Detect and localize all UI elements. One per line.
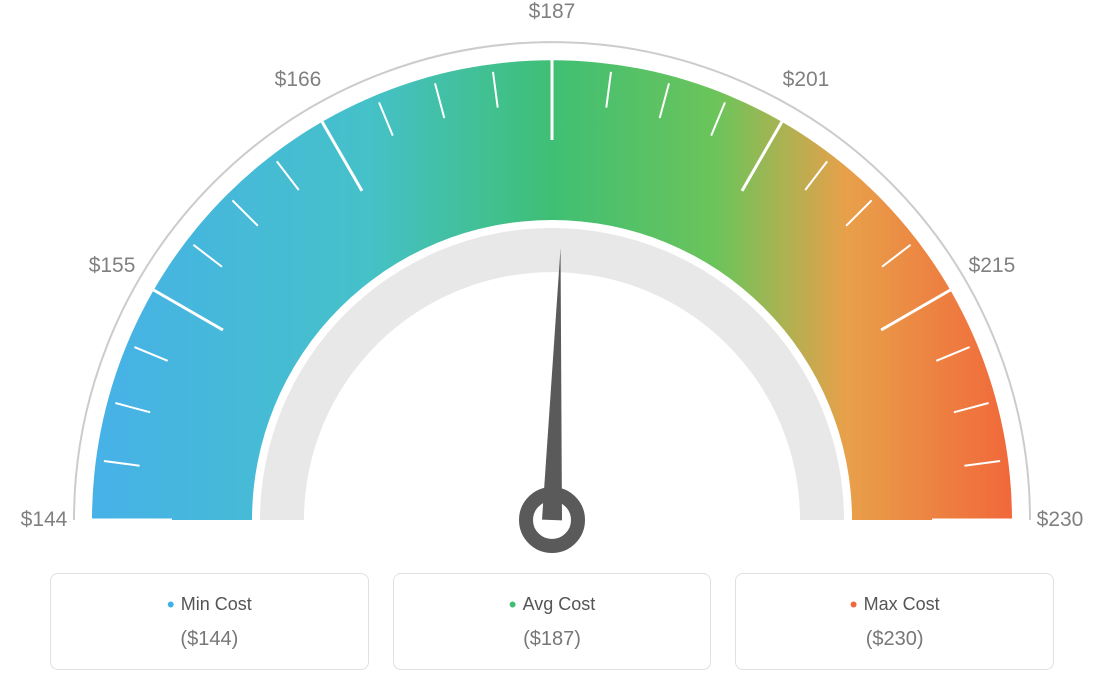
legend-value-max: ($230)	[748, 628, 1041, 651]
legend-card-avg: Avg Cost ($187)	[393, 573, 712, 670]
legend-row: Min Cost ($144) Avg Cost ($187) Max Cost…	[50, 573, 1054, 670]
cost-gauge-chart: $144 $155 $166 $187 $201 $215 $230 Min Cost ($…	[0, 0, 1104, 690]
legend-card-min: Min Cost ($144)	[50, 573, 369, 670]
legend-card-max: Max Cost ($230)	[735, 573, 1054, 670]
gauge-area: $144 $155 $166 $187 $201 $215 $230	[0, 0, 1104, 560]
legend-title-avg: Avg Cost	[406, 592, 699, 618]
tick-label: $166	[275, 68, 322, 92]
tick-label: $230	[1037, 508, 1084, 532]
tick-label: $144	[21, 508, 68, 532]
tick-label: $201	[783, 68, 830, 92]
legend-value-min: ($144)	[63, 628, 356, 651]
legend-value-avg: ($187)	[406, 628, 699, 651]
tick-label: $155	[89, 254, 136, 278]
legend-title-min: Min Cost	[63, 592, 356, 618]
gauge-svg	[0, 0, 1104, 560]
tick-label: $215	[969, 254, 1016, 278]
legend-title-max: Max Cost	[748, 592, 1041, 618]
tick-label: $187	[529, 0, 576, 24]
